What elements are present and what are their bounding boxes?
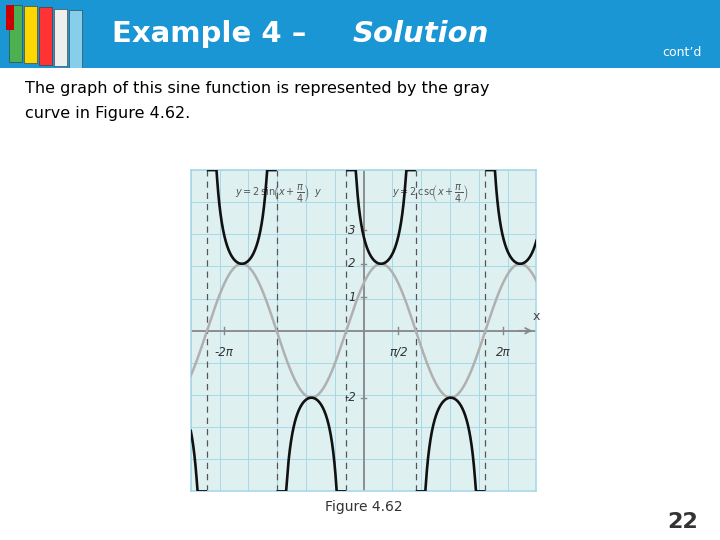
Text: Solution: Solution bbox=[353, 20, 489, 48]
Bar bbox=[6, 5, 14, 30]
Bar bbox=[24, 6, 37, 63]
Bar bbox=[69, 10, 82, 68]
Text: π/2: π/2 bbox=[389, 346, 408, 359]
Text: Example 4 –: Example 4 – bbox=[112, 20, 316, 48]
Text: -2: -2 bbox=[344, 391, 356, 404]
Text: 2: 2 bbox=[348, 258, 356, 271]
Text: x: x bbox=[533, 310, 541, 323]
Text: -2π: -2π bbox=[215, 346, 234, 359]
Text: 1: 1 bbox=[348, 291, 356, 304]
Text: Figure 4.62: Figure 4.62 bbox=[325, 500, 402, 514]
Text: cont’d: cont’d bbox=[662, 46, 702, 59]
Text: $y = 2\,\mathrm{csc}\!\left(x+\dfrac{\pi}{4}\right)$: $y = 2\,\mathrm{csc}\!\left(x+\dfrac{\pi… bbox=[392, 182, 468, 204]
Bar bbox=[9, 5, 22, 62]
Text: 3: 3 bbox=[348, 224, 356, 237]
Text: The graph of this sine function is represented by the gray: The graph of this sine function is repre… bbox=[25, 81, 490, 96]
Text: curve in Figure 4.62.: curve in Figure 4.62. bbox=[25, 106, 191, 122]
Bar bbox=[54, 9, 67, 66]
Bar bbox=[39, 8, 52, 65]
Text: 2π: 2π bbox=[495, 346, 510, 359]
Text: $y = 2\,\mathrm{sin}\!\left(x+\dfrac{\pi}{4}\right)$  $y$: $y = 2\,\mathrm{sin}\!\left(x+\dfrac{\pi… bbox=[235, 182, 323, 204]
Text: 22: 22 bbox=[667, 512, 698, 532]
